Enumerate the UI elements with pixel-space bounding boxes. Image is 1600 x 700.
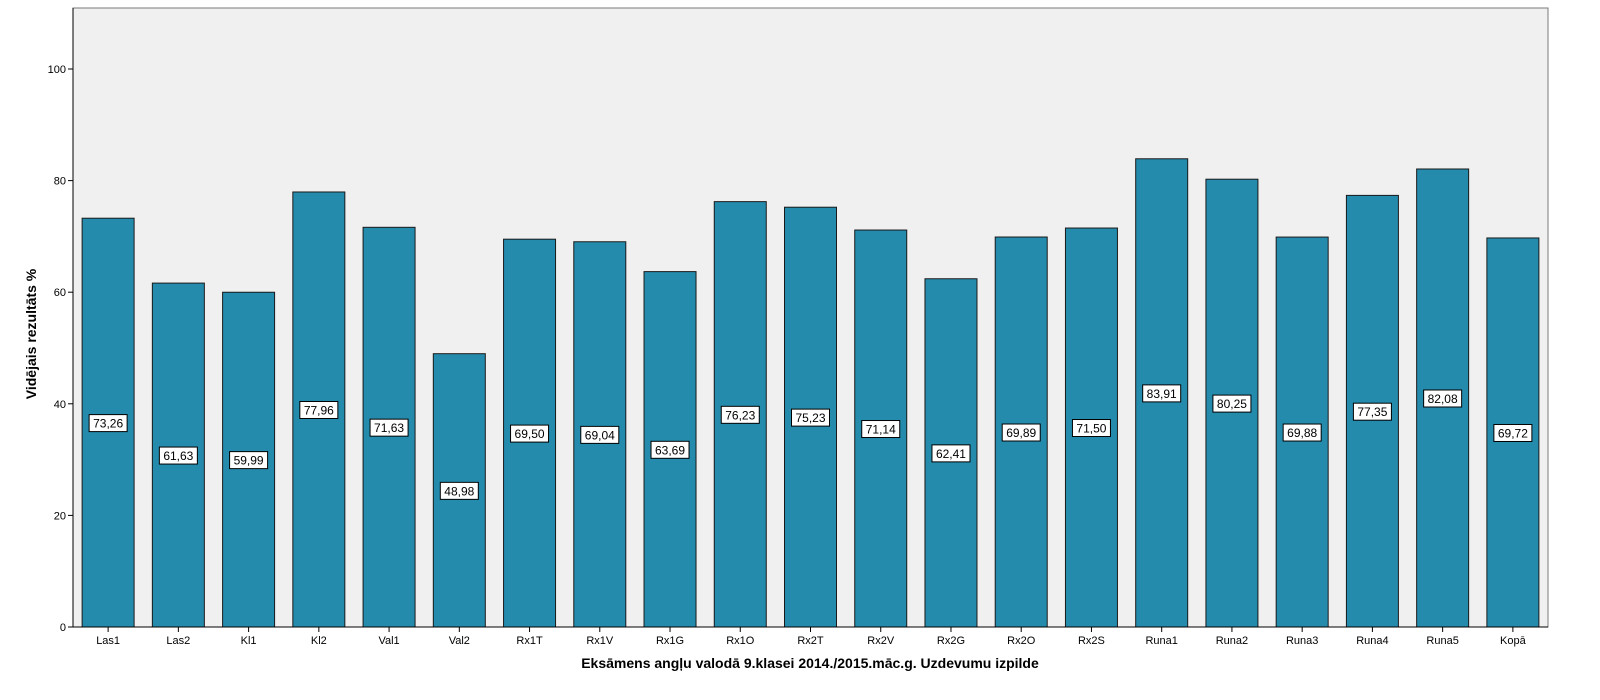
data-label: 62,41: [936, 447, 966, 461]
x-tick-label: Runa2: [1216, 635, 1248, 647]
x-axis-label: Eksāmens angļu valodā 9.klasei 2014./201…: [581, 655, 1039, 671]
x-tick-label: Rx1O: [726, 635, 755, 647]
data-label-box: [369, 418, 409, 437]
data-label: 59,99: [234, 454, 264, 468]
data-label-box: [1142, 384, 1182, 403]
data-label: 80,25: [1217, 397, 1247, 411]
data-label: 48,98: [444, 484, 474, 498]
data-label-box: [580, 425, 620, 444]
data-label: 75,23: [795, 411, 825, 425]
data-label: 83,91: [1147, 387, 1177, 401]
x-tick-label: Las1: [96, 635, 120, 647]
x-tick-label: Runa3: [1286, 635, 1318, 647]
x-tick-label: Rx2T: [797, 635, 824, 647]
y-axis-label: Vidējais rezultāts %: [23, 268, 39, 399]
data-label-box: [1212, 394, 1252, 413]
data-label: 76,23: [725, 408, 755, 422]
data-label-box: [1282, 423, 1322, 442]
y-tick-label: 0: [60, 622, 66, 634]
data-label-box: [1352, 402, 1392, 421]
x-tick-label: Val1: [378, 635, 399, 647]
data-label: 63,69: [655, 443, 685, 457]
data-label: 69,88: [1287, 426, 1317, 440]
data-label: 71,14: [866, 423, 896, 437]
x-tick-label: Rx1V: [586, 635, 614, 647]
x-tick-label: Rx2S: [1078, 635, 1105, 647]
x-tick-label: Rx2G: [937, 635, 965, 647]
data-label-box: [510, 424, 550, 443]
y-tick-label: 60: [54, 287, 66, 299]
data-label-box: [861, 420, 901, 439]
x-tick-label: Runa5: [1426, 635, 1458, 647]
data-label: 77,96: [304, 403, 334, 417]
x-tick-label: Kl2: [311, 635, 327, 647]
data-label-box: [1001, 423, 1041, 442]
data-label: 69,04: [585, 428, 615, 442]
x-tick-label: Rx2O: [1007, 635, 1036, 647]
y-tick-label: 40: [54, 399, 66, 411]
x-tick-label: Runa4: [1356, 635, 1388, 647]
x-tick-label: Kopā: [1500, 635, 1527, 647]
data-label-box: [650, 440, 690, 459]
data-label: 69,72: [1498, 426, 1528, 440]
data-label-box: [791, 408, 830, 427]
data-label: 77,35: [1357, 405, 1387, 419]
data-label-box: [88, 414, 128, 433]
x-tick-label: Las2: [166, 635, 190, 647]
x-tick-label: Rx2V: [867, 635, 895, 647]
y-tick-label: 20: [54, 510, 66, 522]
data-label-box: [1423, 389, 1463, 408]
data-label-box: [158, 446, 198, 465]
x-tick-label: Runa1: [1145, 635, 1177, 647]
data-label: 82,08: [1428, 392, 1458, 406]
data-label-box: [1493, 423, 1533, 442]
y-tick-label: 100: [48, 64, 66, 76]
data-label-box: [720, 405, 760, 424]
y-tick-label: 80: [54, 176, 66, 188]
data-label: 61,63: [163, 449, 193, 463]
x-tick-label: Rx1G: [656, 635, 684, 647]
data-label: 71,63: [374, 421, 404, 435]
data-label-box: [299, 400, 339, 419]
data-label-box: [439, 481, 479, 500]
data-label: 73,26: [93, 417, 123, 431]
x-tick-label: Rx1T: [516, 635, 543, 647]
x-tick-label: Val2: [449, 635, 470, 647]
x-tick-label: Kl1: [241, 635, 257, 647]
data-label: 69,50: [515, 427, 545, 441]
data-label-box: [1071, 419, 1111, 438]
data-label: 69,89: [1006, 426, 1036, 440]
data-label-box: [931, 444, 971, 463]
data-label: 71,50: [1076, 422, 1106, 436]
data-label-box: [229, 451, 269, 470]
